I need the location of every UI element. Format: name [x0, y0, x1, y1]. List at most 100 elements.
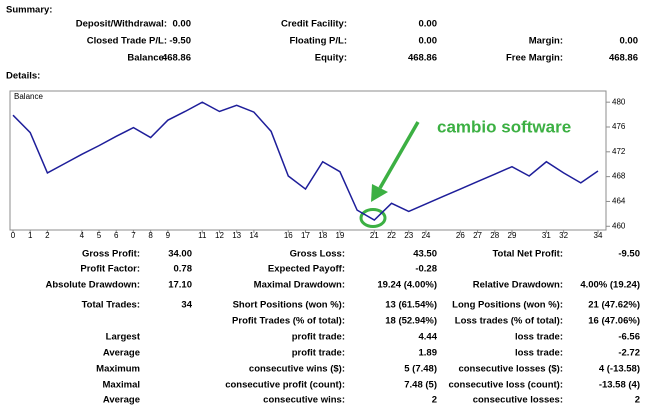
y-tick-label: 464 — [612, 197, 626, 206]
field-label: Closed Trade P/L: — [87, 36, 167, 47]
x-tick-label: 0 — [11, 231, 16, 240]
x-tick-label: 17 — [301, 231, 310, 240]
field-label: Relative Drawdown: — [473, 280, 563, 291]
field-value: 0.00 — [620, 36, 639, 47]
field-value: 18 (52.94%) — [385, 316, 437, 327]
field-value: 34.00 — [168, 249, 192, 260]
field-label: Profit Factor: — [80, 264, 140, 275]
field-value: 4 (-13.58) — [599, 364, 640, 375]
field-label: Total Net Profit: — [492, 249, 563, 260]
field-value: 2 — [635, 395, 640, 405]
x-tick-label: 27 — [473, 231, 482, 240]
x-tick-label: 21 — [370, 231, 379, 240]
field-label: Maximal — [103, 380, 141, 391]
field-label: Maximum — [96, 364, 140, 375]
field-label: Gross Loss: — [290, 249, 345, 260]
x-tick-label: 12 — [215, 231, 224, 240]
details-title: Details: — [6, 71, 40, 82]
x-tick-label: 34 — [594, 231, 603, 240]
y-tick-label: 460 — [612, 221, 626, 230]
field-value: 5 (7.48) — [404, 364, 437, 375]
field-label: Gross Profit: — [82, 249, 140, 260]
y-tick-label: 472 — [612, 147, 626, 156]
field-value: -9.50 — [618, 249, 640, 260]
field-value: -13.58 (4) — [599, 380, 640, 391]
highlight-circle — [359, 208, 387, 228]
x-tick-label: 29 — [508, 231, 517, 240]
x-tick-label: 5 — [97, 231, 102, 240]
arrow-head — [371, 184, 388, 202]
field-label: Largest — [106, 332, 141, 343]
field-value: 21 (47.62%) — [588, 300, 640, 311]
plot-frame — [9, 90, 607, 231]
x-tick-label: 23 — [404, 231, 413, 240]
field-label: loss trade: — [515, 332, 563, 343]
x-tick-label: 11 — [198, 231, 207, 240]
field-value: 468.86 — [408, 53, 437, 64]
field-value: 468.86 — [609, 53, 638, 64]
x-tick-label: 1 — [28, 231, 33, 240]
field-value: 4.44 — [419, 332, 438, 343]
field-value: 34 — [181, 300, 192, 311]
x-tick-label: 13 — [232, 231, 241, 240]
annotation: cambio software — [437, 117, 571, 136]
x-tick-label: 16 — [284, 231, 293, 240]
field-label: consecutive wins: — [263, 395, 345, 405]
field-label: Maximal Drawdown: — [254, 280, 345, 291]
x-tick-label: 19 — [335, 231, 344, 240]
field-value: 1.89 — [419, 348, 438, 359]
field-label: consecutive profit (count): — [225, 380, 345, 391]
arrow — [378, 121, 420, 189]
field-value: 7.48 (5) — [404, 380, 437, 391]
field-value: -2.72 — [618, 348, 640, 359]
field-label: loss trade: — [515, 348, 563, 359]
field-value: 43.50 — [413, 249, 437, 260]
balance-line — [12, 101, 599, 222]
field-value: 468.86 — [162, 53, 191, 64]
field-value: 17.10 — [168, 280, 192, 291]
field-label: Balance: — [127, 53, 167, 64]
x-tick-label: 28 — [490, 231, 499, 240]
field-label: Free Margin: — [506, 53, 563, 64]
field-label: Expected Payoff: — [268, 264, 345, 275]
field-value: 0.78 — [174, 264, 193, 275]
field-value: 0.00 — [419, 19, 438, 30]
x-tick-label: 18 — [318, 231, 327, 240]
field-value: -0.28 — [415, 264, 437, 275]
field-value: 0.00 — [173, 19, 192, 30]
field-label: Long Positions (won %): — [452, 300, 563, 311]
field-label: Total Trades: — [82, 300, 140, 311]
field-value: -9.50 — [169, 36, 191, 47]
field-value: 4.00% (19.24) — [580, 280, 640, 291]
x-tick-label: 9 — [166, 231, 171, 240]
field-label: consecutive losses ($): — [458, 364, 563, 375]
y-tick-label: 468 — [612, 172, 626, 181]
field-label: Average — [103, 348, 140, 359]
x-tick-label: 14 — [249, 231, 258, 240]
y-tick-label: 480 — [612, 97, 626, 106]
field-value: 0.00 — [419, 36, 438, 47]
field-label: Floating P/L: — [289, 36, 347, 47]
x-tick-label: 7 — [131, 231, 136, 240]
x-tick-label: 6 — [114, 231, 119, 240]
field-value: 19.24 (4.00%) — [377, 280, 437, 291]
field-label: consecutive wins ($): — [249, 364, 345, 375]
summary-title: Summary: — [6, 5, 52, 16]
field-label: profit trade: — [292, 332, 345, 343]
field-label: Margin: — [529, 36, 563, 47]
x-tick-label: 31 — [542, 231, 551, 240]
field-label: Short Positions (won %): — [233, 300, 345, 311]
field-label: consecutive loss (count): — [448, 380, 563, 391]
x-tick-label: 4 — [80, 231, 85, 240]
field-label: Loss trades (% of total): — [455, 316, 563, 327]
field-value: 13 (61.54%) — [385, 300, 437, 311]
x-tick-label: 8 — [148, 231, 153, 240]
field-label: Credit Facility: — [281, 19, 347, 30]
field-label: Profit Trades (% of total): — [232, 316, 345, 327]
x-tick-label: 32 — [559, 231, 568, 240]
series-label: Balance — [14, 92, 43, 101]
field-value: -6.56 — [618, 332, 640, 343]
x-tick-label: 22 — [387, 231, 396, 240]
field-label: Absolute Drawdown: — [46, 280, 140, 291]
